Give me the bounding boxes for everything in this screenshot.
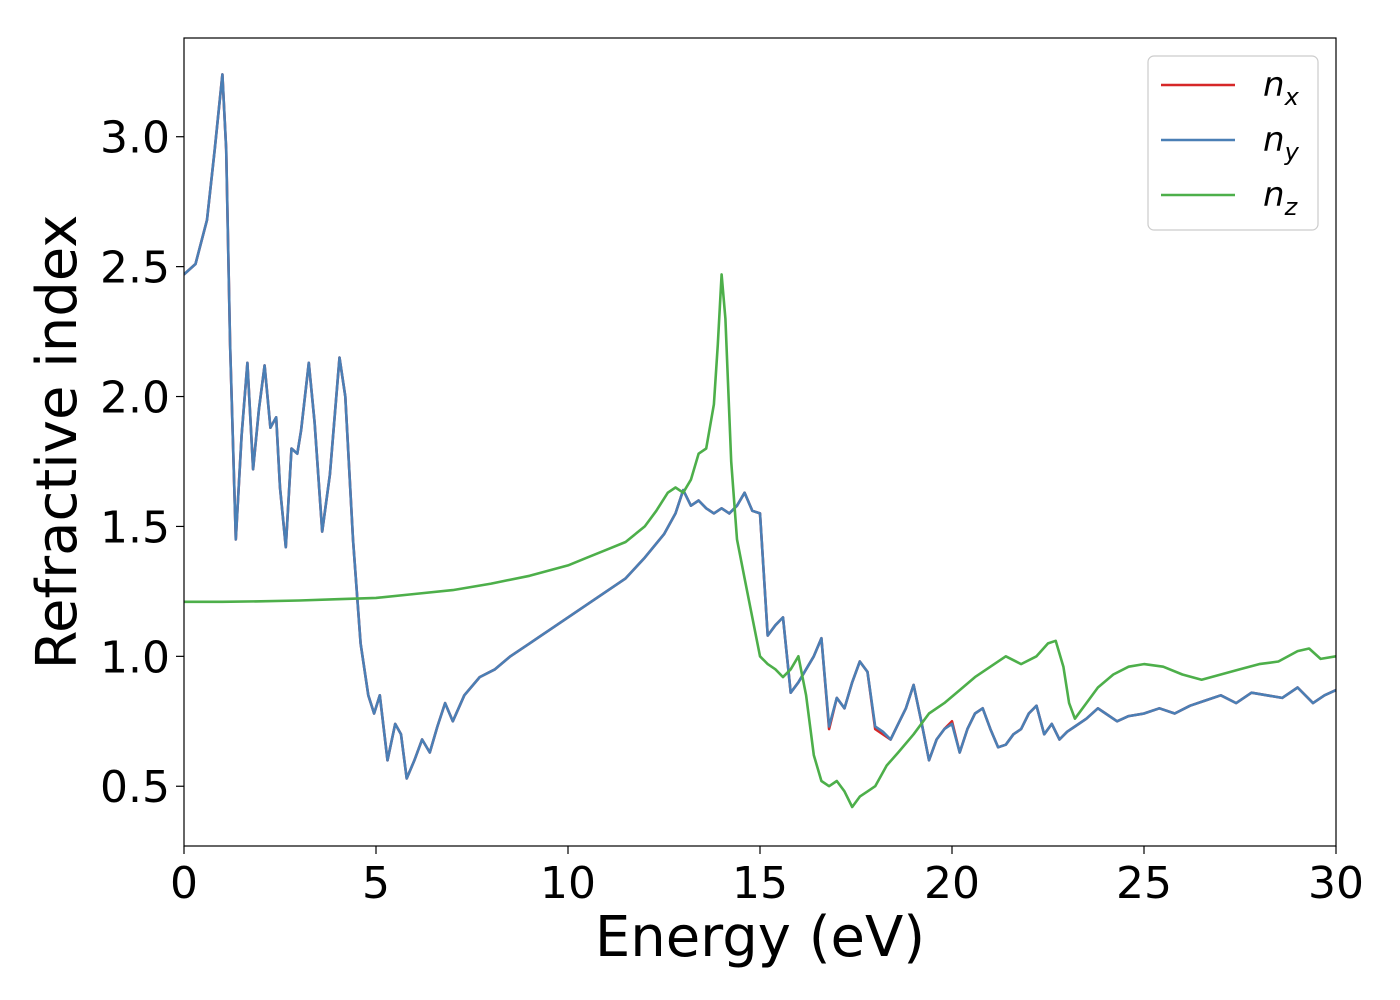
y-tick-label: 1.0 <box>100 632 170 683</box>
series-layer <box>184 73 1336 809</box>
series-line-nz <box>184 273 1336 809</box>
y-axis: 0.5 1.0 1.5 2.0 2.5 3.0 <box>100 113 184 813</box>
x-tick-label: 15 <box>732 858 788 909</box>
y-tick-label: 2.0 <box>100 373 170 424</box>
x-tick-label: 30 <box>1308 858 1364 909</box>
x-tick-label: 0 <box>170 858 198 909</box>
y-tick-label: 1.5 <box>100 502 170 553</box>
x-tick-label: 25 <box>1116 858 1172 909</box>
x-axis-title: Energy (eV) <box>595 905 925 970</box>
legend-label-ny: ny <box>1263 120 1300 166</box>
y-tick-label: 3.0 <box>100 113 170 164</box>
y-axis-title: Refractive index <box>25 215 90 670</box>
x-tick-label: 10 <box>540 858 596 909</box>
legend-label-nz: nz <box>1263 175 1299 221</box>
series-line-ny <box>184 73 1336 780</box>
y-tick-label: 2.5 <box>100 243 170 294</box>
x-tick-label: 20 <box>924 858 980 909</box>
x-axis: 0 5 10 15 20 25 30 <box>170 846 1364 909</box>
legend-label-nx: nx <box>1263 65 1300 111</box>
legend: nx ny nz <box>1147 55 1319 231</box>
x-tick-label: 5 <box>362 858 390 909</box>
legend-box <box>1147 55 1319 231</box>
y-tick-label: 0.5 <box>100 762 170 813</box>
